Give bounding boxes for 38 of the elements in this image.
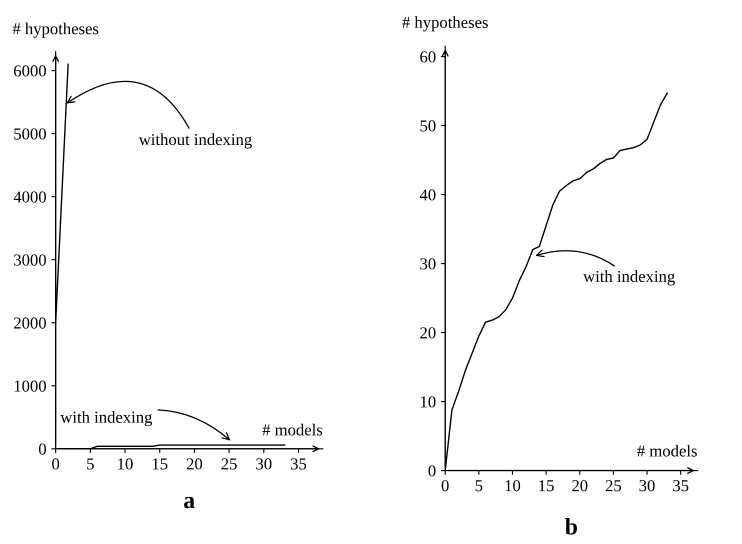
- y-tick-label: 2000: [14, 317, 46, 329]
- y-tick-label: 5000: [14, 128, 46, 140]
- x-tick-label: 5: [87, 458, 94, 470]
- y-tick-label: 3000: [14, 254, 46, 266]
- y-tick-label: 30: [420, 258, 436, 270]
- y-tick-label: 4000: [14, 191, 46, 203]
- x-tick-label: 15: [152, 458, 168, 470]
- x-tick-label: 25: [606, 480, 622, 492]
- y-tick-label: 1000: [14, 380, 46, 392]
- x-tick-label: 25: [222, 458, 237, 470]
- y-tick-label: 10: [420, 396, 436, 408]
- y-axis-title: # hypotheses: [12, 22, 98, 38]
- x-tick-label: 10: [506, 480, 520, 492]
- x-tick-label: 5: [476, 480, 482, 492]
- x-axis-title: # models: [637, 444, 697, 457]
- y-axis-title: # hypotheses: [402, 16, 488, 32]
- annotation: with indexing: [583, 270, 675, 286]
- x-tick-label: 15: [539, 480, 554, 492]
- y-tick-label: 60: [420, 51, 436, 63]
- y-tick-label: 40: [420, 189, 436, 201]
- x-tick-label: 30: [639, 480, 655, 492]
- annotation: without indexing: [138, 133, 252, 149]
- x-tick-label: 20: [572, 480, 588, 492]
- x-tick-label: 10: [118, 458, 133, 470]
- annotation: with indexing: [60, 411, 152, 426]
- y-tick-label: 6000: [14, 65, 46, 77]
- x-tick-label: 35: [673, 480, 688, 492]
- x-tick-label: 0: [442, 480, 449, 492]
- x-tick-label: 30: [256, 458, 272, 470]
- x-tick-label: 35: [290, 458, 306, 470]
- x-tick-label: 20: [186, 458, 202, 470]
- x-axis-title: # models: [262, 424, 322, 436]
- y-tick-label: 20: [420, 327, 436, 339]
- y-tick-label: 0: [38, 444, 46, 455]
- y-tick-label: 50: [420, 120, 436, 132]
- text: a: [184, 496, 195, 508]
- text: b: [565, 518, 577, 535]
- x-tick-label: 0: [52, 458, 60, 470]
